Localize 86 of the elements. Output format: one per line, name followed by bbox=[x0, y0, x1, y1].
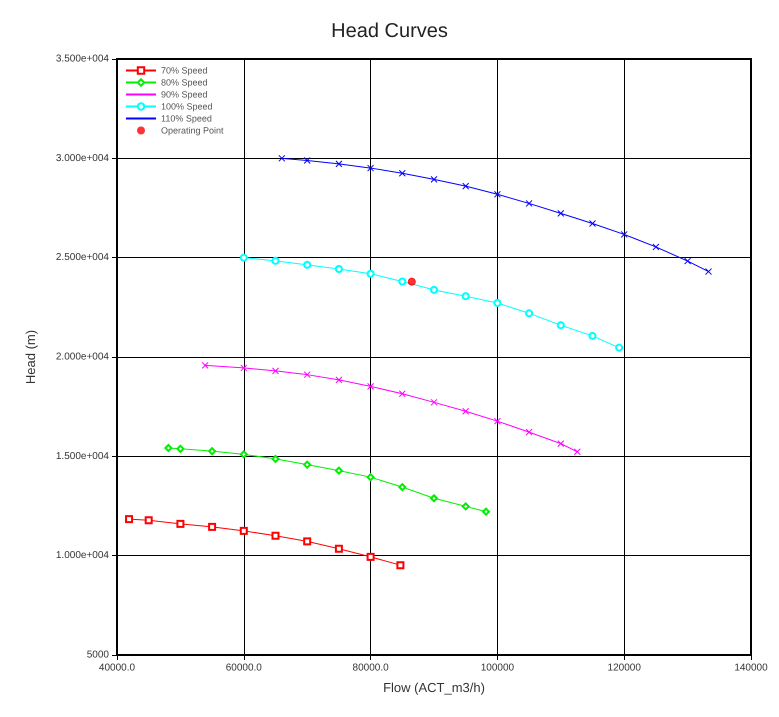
point bbox=[430, 286, 438, 294]
point bbox=[208, 522, 216, 531]
point bbox=[334, 466, 343, 475]
point bbox=[430, 494, 438, 502]
point bbox=[272, 532, 280, 540]
point bbox=[303, 460, 312, 469]
point bbox=[398, 390, 406, 398]
point bbox=[366, 270, 375, 278]
point bbox=[462, 292, 470, 300]
legend-label: 90% Speed bbox=[161, 90, 208, 100]
y-tick-label: 2.000e+004 bbox=[56, 352, 110, 362]
point bbox=[574, 448, 581, 456]
point bbox=[334, 544, 343, 553]
point bbox=[526, 200, 533, 207]
point bbox=[303, 537, 312, 546]
point bbox=[396, 561, 404, 570]
x-tick-label: 80000.0 bbox=[352, 662, 390, 674]
point bbox=[556, 321, 565, 330]
point bbox=[462, 182, 470, 190]
point bbox=[208, 447, 216, 456]
point bbox=[366, 473, 375, 482]
point bbox=[684, 258, 692, 265]
point bbox=[240, 364, 248, 372]
x-axis-title: Flow (ACT_m3/h) bbox=[383, 680, 485, 695]
point bbox=[430, 398, 438, 406]
y-axis-title: Head (m) bbox=[23, 330, 38, 384]
point bbox=[240, 254, 248, 262]
point bbox=[398, 170, 406, 177]
point bbox=[494, 418, 501, 425]
y-tick-label: 3.500e+004 bbox=[56, 54, 110, 64]
y-tick-label: 1.000e+004 bbox=[56, 550, 110, 562]
point bbox=[408, 278, 416, 286]
point bbox=[278, 154, 286, 162]
point bbox=[304, 371, 311, 378]
point bbox=[176, 520, 184, 528]
point bbox=[493, 298, 502, 307]
point bbox=[398, 483, 406, 492]
point bbox=[482, 508, 490, 516]
point bbox=[557, 440, 564, 448]
point bbox=[620, 230, 628, 238]
y-tick-label: 2.500e+004 bbox=[56, 252, 110, 264]
point bbox=[272, 454, 280, 463]
point bbox=[526, 428, 533, 436]
y-tick-label: 5000 bbox=[86, 650, 110, 660]
x-tick-label: 60000.0 bbox=[226, 662, 262, 674]
point bbox=[125, 515, 134, 524]
y-tick-label: 3.000e+004 bbox=[56, 152, 110, 164]
point bbox=[202, 362, 209, 369]
legend-label: 80% Speed bbox=[161, 78, 208, 88]
x-tick-label: 40000.0 bbox=[98, 662, 136, 674]
legend-label: 100% Speed bbox=[161, 102, 213, 112]
point bbox=[615, 344, 624, 352]
point bbox=[240, 526, 248, 535]
point bbox=[367, 164, 374, 172]
point bbox=[144, 516, 153, 524]
legend-label: 70% Speed bbox=[161, 66, 208, 76]
legend-label: Operating Point bbox=[161, 126, 224, 136]
point bbox=[335, 160, 342, 168]
point bbox=[240, 450, 248, 458]
point bbox=[557, 210, 564, 217]
y-tick-label: 1.500e+004 bbox=[56, 450, 110, 462]
point bbox=[335, 376, 342, 384]
point bbox=[334, 264, 343, 273]
point bbox=[430, 176, 438, 183]
x-tick-label: 140000 bbox=[734, 662, 768, 674]
x-tick-label: 120000 bbox=[608, 662, 642, 674]
point bbox=[176, 444, 184, 453]
legend-label: 110% Speed bbox=[161, 114, 212, 124]
chart-title: Head Curves bbox=[331, 20, 448, 42]
point bbox=[705, 268, 712, 276]
point bbox=[589, 220, 596, 227]
point bbox=[588, 332, 596, 340]
point bbox=[164, 444, 172, 452]
point bbox=[652, 243, 660, 250]
point bbox=[494, 190, 501, 198]
point bbox=[303, 260, 312, 269]
point bbox=[367, 382, 374, 390]
point bbox=[272, 256, 280, 265]
x-tick-label: 100000 bbox=[480, 662, 515, 674]
point bbox=[398, 278, 406, 286]
point bbox=[525, 309, 534, 318]
point bbox=[462, 502, 470, 510]
point bbox=[462, 408, 470, 415]
point bbox=[304, 157, 311, 164]
point bbox=[272, 367, 279, 374]
point bbox=[366, 552, 375, 561]
